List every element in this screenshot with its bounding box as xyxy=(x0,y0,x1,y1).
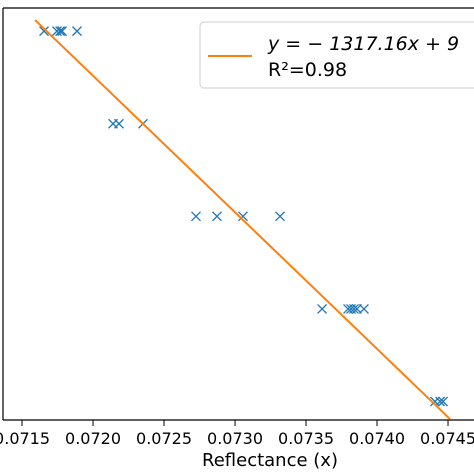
point xyxy=(39,26,49,37)
point xyxy=(275,211,285,222)
legend-box xyxy=(199,21,474,89)
legend-equation: y = − 1317.16x + 9 xyxy=(267,33,459,55)
x-tick-label: 0.0715 xyxy=(0,429,50,448)
point xyxy=(191,211,201,222)
point xyxy=(55,26,66,37)
point xyxy=(317,303,328,314)
x-tick-label: 0.0730 xyxy=(207,429,263,448)
legend-r2: R²=0.98 xyxy=(268,59,347,81)
point xyxy=(72,26,82,37)
point xyxy=(358,303,369,314)
x-tick-label: 0.0740 xyxy=(349,429,405,448)
point xyxy=(438,396,449,407)
point xyxy=(212,211,222,222)
x-tick-label: 0.0735 xyxy=(278,429,334,448)
fit-line xyxy=(34,19,451,420)
x-axis-label: Reflectance (x) xyxy=(202,450,338,471)
point xyxy=(114,118,124,129)
point xyxy=(435,396,446,407)
point xyxy=(238,211,248,222)
point xyxy=(349,303,359,314)
x-tick-label: 0.0720 xyxy=(65,429,121,448)
point xyxy=(57,26,68,37)
point xyxy=(352,303,362,314)
x-tick-label: 0.0745 xyxy=(420,429,474,448)
x-tick-label: 0.0725 xyxy=(136,429,192,448)
